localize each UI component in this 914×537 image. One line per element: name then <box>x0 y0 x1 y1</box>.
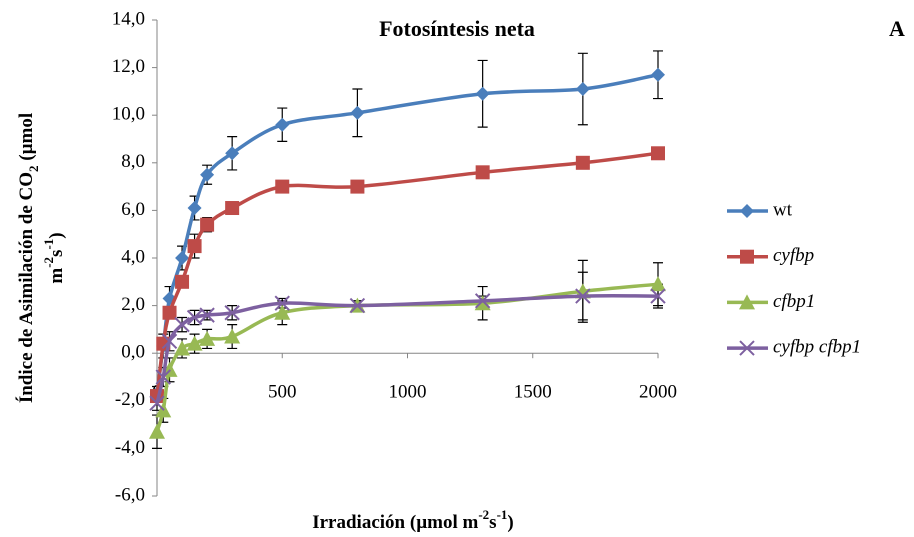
marker <box>174 340 191 356</box>
script-part: -1 <box>41 239 56 250</box>
y-axis-title: Índice de Asimilación de CO2 (µmol <box>15 113 41 403</box>
marker <box>274 295 290 311</box>
label-part: Índice de Asimilación de CO <box>15 172 37 403</box>
marker <box>349 297 366 314</box>
marker <box>651 146 665 161</box>
y-tick-label: 8,0 <box>121 151 145 172</box>
y-tick-label: -6,0 <box>115 484 145 505</box>
marker <box>650 276 666 292</box>
marker <box>149 395 165 411</box>
y-axis-title: m-2s-1) <box>41 232 67 283</box>
chart-title: Fotosíntesis neta <box>379 16 535 41</box>
y-tick-label: 10,0 <box>112 104 145 125</box>
marker <box>224 328 241 344</box>
legend-label: wt <box>773 199 793 220</box>
superscript: -1 <box>497 507 508 522</box>
marker <box>739 340 755 356</box>
marker <box>740 249 754 264</box>
marker <box>161 333 178 350</box>
marker <box>274 304 291 320</box>
marker <box>475 165 490 180</box>
marker <box>740 204 754 218</box>
x-tick-label: 500 <box>268 381 297 402</box>
x-tick-label: 1000 <box>389 381 427 402</box>
label-part: (µmol <box>16 113 37 166</box>
marker <box>275 179 290 194</box>
marker <box>225 201 240 216</box>
marker <box>575 288 591 304</box>
marker <box>225 146 240 161</box>
y-tick-label: -4,0 <box>115 437 145 458</box>
legend-label: cyfbp <box>773 245 814 266</box>
x-axis-title: Irradiación (µmol m-2s-1) <box>312 507 514 533</box>
marker <box>187 201 202 216</box>
marker <box>224 305 240 321</box>
marker <box>149 423 165 439</box>
marker <box>475 86 490 101</box>
marker <box>474 295 491 311</box>
script-part: 2 <box>26 165 41 172</box>
y-tick-label: 6,0 <box>121 199 145 220</box>
panel-label: A <box>889 16 905 41</box>
label-part: Irradiación (µmol m <box>312 512 478 533</box>
label-part: s <box>46 250 67 257</box>
label-part: m <box>46 268 67 284</box>
marker <box>155 369 171 385</box>
script-part: -2 <box>41 257 56 268</box>
label-part: ) <box>507 512 513 533</box>
marker <box>575 82 590 97</box>
label-part: s <box>489 512 496 533</box>
legend-label: cyfbp cfbp1 <box>773 336 861 357</box>
marker <box>200 217 215 232</box>
marker <box>651 67 665 82</box>
marker <box>186 335 203 351</box>
x-tick-label: 2000 <box>639 381 677 402</box>
marker <box>162 305 177 320</box>
y-tick-label: 0,0 <box>121 342 145 363</box>
marker <box>187 239 202 254</box>
label-part: ) <box>46 232 67 238</box>
marker <box>199 330 216 346</box>
y-tick-label: -2,0 <box>115 389 145 410</box>
marker <box>186 309 203 326</box>
y-tick-label: 2,0 <box>121 294 145 315</box>
marker <box>350 179 365 194</box>
y-tick-label: 4,0 <box>121 246 145 267</box>
marker <box>739 294 755 310</box>
y-tick-label: 12,0 <box>112 56 145 77</box>
x-tick-label: 1500 <box>514 381 552 402</box>
y-tick-label: 14,0 <box>112 8 145 29</box>
legend-label: cfbp1 <box>773 291 815 312</box>
marker <box>575 155 590 170</box>
marker <box>650 288 666 304</box>
marker <box>200 167 215 182</box>
superscript: -2 <box>478 507 489 522</box>
marker <box>199 307 215 323</box>
marker <box>175 274 190 289</box>
marker <box>350 105 365 120</box>
marker <box>474 293 491 309</box>
marker <box>175 251 190 265</box>
marker <box>174 316 190 333</box>
marker <box>275 117 290 132</box>
